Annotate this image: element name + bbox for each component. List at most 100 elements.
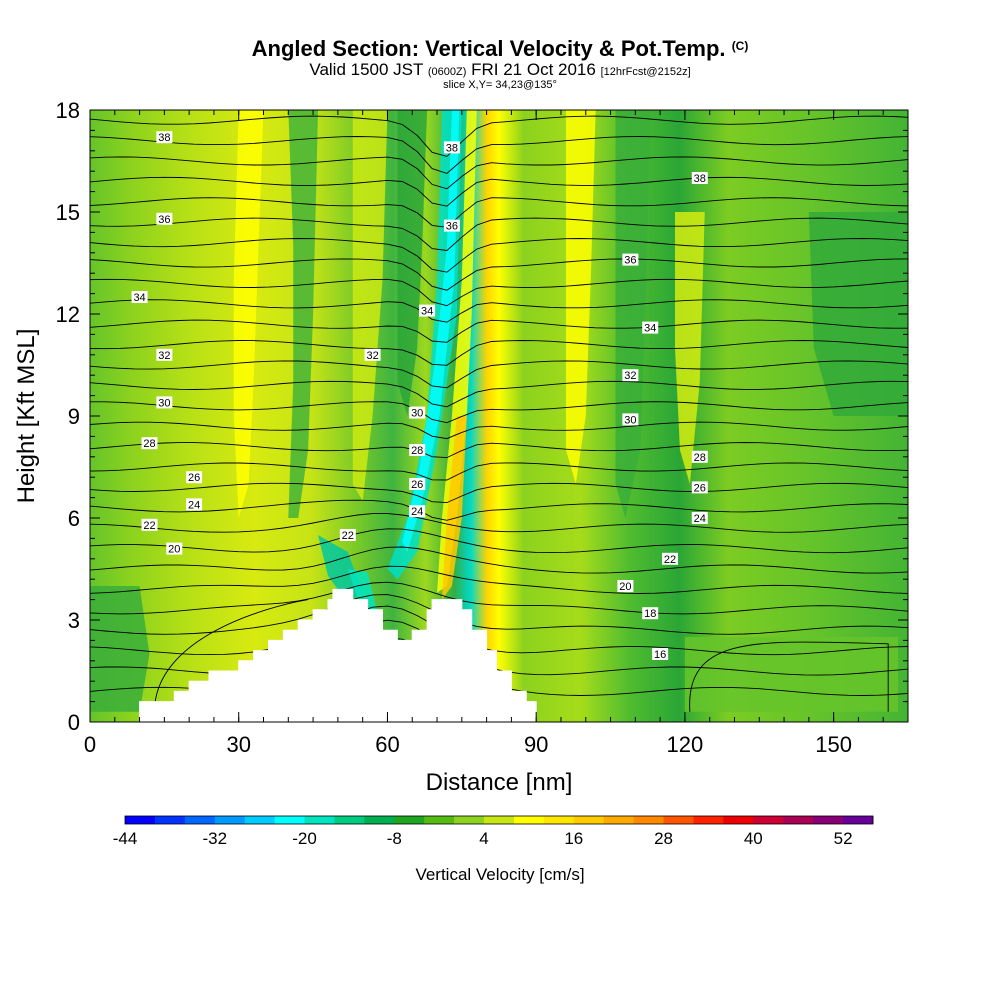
contour-label-box [662,552,679,565]
isentrope-line-19 [89,319,908,343]
isentrope-line-23 [89,238,909,273]
colorbar-swatch [394,816,425,824]
velocity-plume-8 [397,110,428,416]
contour-label-box [691,450,708,463]
velocity-plume-15 [318,535,363,603]
isentrope-line-29 [89,115,909,157]
colorbar-label: -8 [387,829,402,848]
contour-label-text: 26 [188,472,200,484]
contour-label-text: 38 [694,173,706,185]
isentrope-line-21 [89,278,909,307]
colorbar-label: -32 [202,829,227,848]
potential-temperature-contours [89,115,909,712]
y-tick-label: 3 [68,608,80,633]
contour-label-6: 36 [622,253,639,267]
colorbar-swatch [274,816,306,824]
colorbar-label: 4 [479,829,488,848]
colorbar-swatch [693,816,724,824]
colorbar-swatch [543,816,575,824]
colorbar: -44 -32 -20 -8 4 16 28 40 52 [113,815,874,848]
y-tick-label: 15 [56,200,80,225]
contour-label-box [141,437,158,450]
contour-label-26: 22 [339,529,356,542]
isentrope-line-6 [89,565,909,594]
colorbar-swatch [573,816,605,824]
isentrope-line-9 [89,513,909,533]
velocity-plume-6 [288,110,319,518]
contour-label-20: 26 [409,478,426,491]
contour-label-text: 36 [624,255,636,267]
contour-label-1: 38 [156,131,173,144]
contour-label-box [617,580,634,592]
isentrope-line-4 [89,594,909,635]
contour-labels: 38 38 38 36 36 36 34 34 34 32 32 32 30 30 30 28 28 28 26 26… [131,131,708,661]
contour-label-box [409,478,426,490]
chart-subtitle: Valid 1500 JST (0600Z) FRI 21 Oct 2016 [… [0,60,1000,80]
contour-label-box [622,253,639,266]
contour-label-text: 32 [158,350,170,362]
colorbar-swatch [125,816,156,824]
contour-label-box [443,141,460,154]
contour-label-4: 36 [156,212,173,226]
x-tick-label: 120 [667,732,704,757]
contour-label-box [409,505,426,518]
isentrope-line-15 [90,401,909,424]
y-tick-label: 9 [68,404,80,429]
isentrope-line-3 [89,605,909,656]
colorbar-label: 52 [834,829,853,848]
contour-label-box [622,369,639,382]
contour-label-box [409,444,426,456]
colorbar-swatch [723,816,754,824]
contour-label-box [156,131,173,144]
contour-label-box [691,172,708,184]
velocity-plume-3 [437,110,477,593]
contour-label-text: 28 [143,438,155,450]
contour-label-text: 34 [421,306,433,318]
contour-label-text: 18 [644,608,656,620]
colorbar-swatch [783,816,814,824]
contour-label-16: 28 [141,437,158,450]
colorbar-swatch [334,816,365,824]
colorbar-title: Vertical Velocity [cm/s] [415,865,584,884]
contour-label-text: 22 [664,554,676,566]
contour-label-text: 16 [654,649,666,661]
isentrope-loop-west [153,599,309,712]
contour-label-7: 34 [131,291,148,304]
contour-label-28: 20 [166,542,183,556]
colorbar-swatch [633,816,665,824]
colorbar-swatch [424,816,455,824]
contour-label-text: 22 [143,520,155,532]
y-tick-label: 0 [68,710,80,735]
contour-label-text: 22 [342,530,354,542]
isentrope-line-28 [89,136,909,174]
contour-label-18: 28 [691,450,708,464]
x-tick-label: 150 [815,732,852,757]
y-axis-label: Height [Kft MSL] [13,329,40,504]
contour-label-box [691,481,708,494]
colorbar-swatch [454,816,485,824]
contour-label-text: 30 [624,414,636,426]
vertical-velocity-field [90,110,908,722]
contour-label-23: 24 [409,505,426,518]
contour-label-box [622,413,639,426]
contour-label-2: 38 [443,141,460,154]
contour-label-text: 28 [694,452,706,464]
colorbar-swatch [184,816,216,824]
contour-label-14: 30 [409,406,426,420]
y-tick-label: 6 [68,506,80,531]
isentrope-line-22 [89,258,909,291]
colorbar-swatch [603,816,635,824]
x-axis-label: Distance [nm] [426,769,573,796]
contour-label-9: 34 [642,321,659,335]
colorbar-swatch [843,816,874,824]
valid-date: FRI 21 Oct 2016 [471,60,596,79]
isentrope-line-27 [89,156,909,190]
colorbar-label: 28 [654,829,673,848]
contour-label-box [652,648,669,660]
contour-label-text: 28 [411,445,423,457]
contour-label-text: 20 [168,544,180,556]
velocity-plume-4 [441,416,467,600]
velocity-plume-9 [565,110,596,484]
contour-label-11: 32 [364,348,381,362]
